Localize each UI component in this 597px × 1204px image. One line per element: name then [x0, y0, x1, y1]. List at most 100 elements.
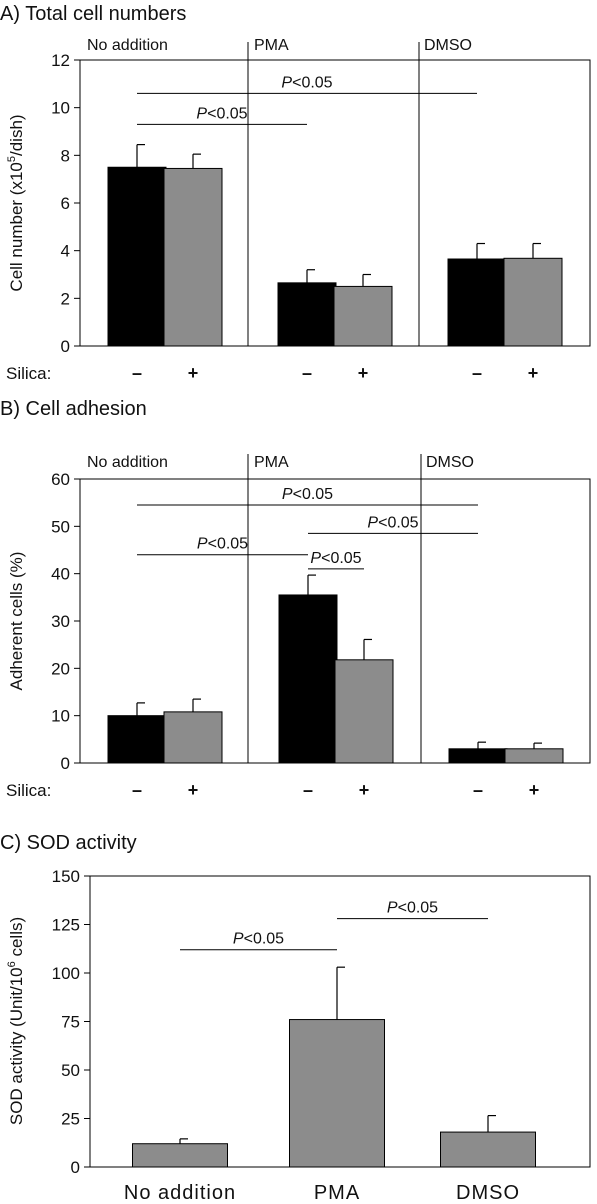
- panel-a-bar: [277, 282, 337, 347]
- panel-b-significance-label: P<0.05: [282, 486, 333, 503]
- panel-c-y-axis-label-sup: 6: [6, 961, 18, 967]
- panel-b-y-tick-label: 20: [51, 659, 70, 678]
- panel-b-bar: [163, 711, 223, 764]
- panel-c-y-axis-label-tail: cells): [7, 917, 26, 961]
- panel-b-silica-sign: +: [188, 780, 199, 800]
- panel-b-silica-sign: –: [132, 780, 142, 800]
- panel-a-bar: [447, 258, 507, 347]
- panel-c-y-tick-label: 100: [52, 964, 80, 983]
- panel-a-silica-sign: +: [358, 363, 369, 383]
- panel-b-silica-sign: +: [529, 780, 540, 800]
- significance-p-symbol: P: [233, 931, 244, 948]
- panel-b-silica-sign: +: [359, 780, 370, 800]
- significance-p-symbol: P: [196, 105, 207, 122]
- panel-c-y-tick-label: 0: [71, 1158, 80, 1177]
- panel-b-bars: [107, 574, 564, 764]
- panel-b-group-label-2: PMA: [254, 454, 289, 471]
- panel-c-bar: [132, 1143, 228, 1168]
- significance-p-symbol: P: [281, 74, 292, 91]
- panel-a-group-label-2: PMA: [254, 37, 289, 54]
- significance-value: <0.05: [398, 900, 439, 917]
- panel-b-silica-signs: – + – + – +: [132, 780, 539, 800]
- panel-a-silica-sign: –: [132, 363, 142, 383]
- panel-b-silica-sign: –: [303, 780, 313, 800]
- panel-b-title: B) Cell adhesion: [0, 398, 147, 420]
- panel-a-y-axis-label: Cell number (x105/dish): [6, 114, 26, 291]
- significance-value: <0.05: [378, 514, 419, 531]
- significance-p-symbol: P: [367, 514, 378, 531]
- panel-b-bar: [107, 715, 167, 764]
- panel-a-group-label-1: No addition: [87, 37, 168, 54]
- significance-value: <0.05: [293, 486, 334, 503]
- panel-a-y-tick-label: 8: [61, 146, 70, 165]
- panel-a-y-ticks: 0 2 4 6 8 10 12: [51, 51, 80, 356]
- panel-a-significance-label: P<0.05: [281, 74, 332, 91]
- panel-b-y-tick-label: 10: [51, 707, 70, 726]
- panel-b-bar: [504, 748, 564, 764]
- panel-a-bar: [163, 167, 223, 347]
- panel-a-y-tick-label: 12: [51, 51, 70, 70]
- panel-a-bar: [107, 166, 167, 347]
- panel-b-y-tick-label: 30: [51, 612, 70, 631]
- panel-a-y-tick-label: 2: [61, 289, 70, 308]
- significance-p-symbol: P: [282, 486, 293, 503]
- panel-b-y-tick-label: 40: [51, 565, 70, 584]
- panel-a-silica-label: Silica:: [6, 364, 51, 383]
- panel-c-category-label: No addition: [124, 1182, 236, 1204]
- panel-a-bar: [503, 257, 563, 347]
- panel-b-significance-label: P<0.05: [197, 536, 248, 553]
- panel-b-bar: [278, 594, 338, 764]
- panel-b-group-label-1: No addition: [87, 454, 168, 471]
- significance-value: <0.05: [292, 74, 333, 91]
- panel-c-category-label: DMSO: [456, 1182, 520, 1204]
- panel-b-y-axis-label: Adherent cells (%): [7, 552, 26, 691]
- panel-c-y-tick-label: 25: [61, 1110, 80, 1129]
- panel-a-y-axis-label-tail: /dish): [7, 114, 26, 156]
- panel-b-y-tick-label: 0: [61, 754, 70, 773]
- panel-a-significance: P<0.05P<0.05: [137, 74, 477, 125]
- panel-a-silica-sign: –: [472, 363, 482, 383]
- panel-c-y-ticks: 0 25 50 75 100 125 150: [52, 867, 90, 1177]
- panel-c-significance-label: P<0.05: [387, 900, 438, 917]
- panel-a-bars: [107, 144, 563, 347]
- panel-a-group-label-3: DMSO: [424, 37, 472, 54]
- panel-a-significance-label: P<0.05: [196, 105, 247, 122]
- panel-b-significance-label: P<0.05: [367, 514, 418, 531]
- panel-a-y-tick-label: 10: [51, 99, 70, 118]
- panel-c-significance: P<0.05P<0.05: [180, 900, 488, 951]
- panel-c-bar: [440, 1131, 536, 1168]
- panel-a: A) Total cell numbers No addition PMA DM…: [0, 3, 591, 383]
- panel-a-silica-sign: –: [302, 363, 312, 383]
- panel-b-y-tick-label: 60: [51, 470, 70, 489]
- panel-a-silica-sign: +: [528, 363, 539, 383]
- panel-a-y-tick-label: 4: [61, 242, 70, 261]
- panel-c-y-axis-label: SOD activity (Unit/106 cells): [6, 917, 26, 1125]
- significance-p-symbol: P: [197, 536, 208, 553]
- panel-a-silica-signs: – + – + – +: [132, 363, 538, 383]
- panel-a-y-tick-label: 6: [61, 194, 70, 213]
- panel-c-significance-label: P<0.05: [233, 931, 284, 948]
- significance-value: <0.05: [207, 105, 248, 122]
- panel-b-silica-sign: –: [473, 780, 483, 800]
- panel-b-significance: P<0.05P<0.05P<0.05P<0.05: [137, 486, 478, 570]
- panel-a-y-axis-label-sup: 5: [6, 156, 18, 162]
- significance-value: <0.05: [321, 550, 362, 567]
- significance-p-symbol: P: [310, 550, 321, 567]
- panel-a-title: A) Total cell numbers: [0, 3, 186, 25]
- panel-b-y-ticks: 0 10 20 30 40 50 60: [51, 470, 80, 773]
- panel-b-bar: [334, 659, 394, 764]
- significance-value: <0.05: [244, 931, 285, 948]
- panel-c-bars: [132, 966, 536, 1168]
- panel-b-silica-label: Silica:: [6, 781, 51, 800]
- panel-c-y-tick-label: 75: [61, 1013, 80, 1032]
- panel-b-bar: [448, 748, 508, 764]
- panel-b: B) Cell adhesion No addition PMA DMSO Ad…: [0, 398, 591, 800]
- panel-c-category-labels: No addition PMA DMSO: [124, 1182, 520, 1204]
- panel-c-y-tick-label: 125: [52, 916, 80, 935]
- panel-c-y-tick-label: 150: [52, 867, 80, 886]
- panel-b-y-tick-label: 50: [51, 517, 70, 536]
- panel-b-significance-label: P<0.05: [310, 550, 361, 567]
- panel-b-group-label-3: DMSO: [426, 454, 474, 471]
- panel-a-silica-sign: +: [188, 363, 199, 383]
